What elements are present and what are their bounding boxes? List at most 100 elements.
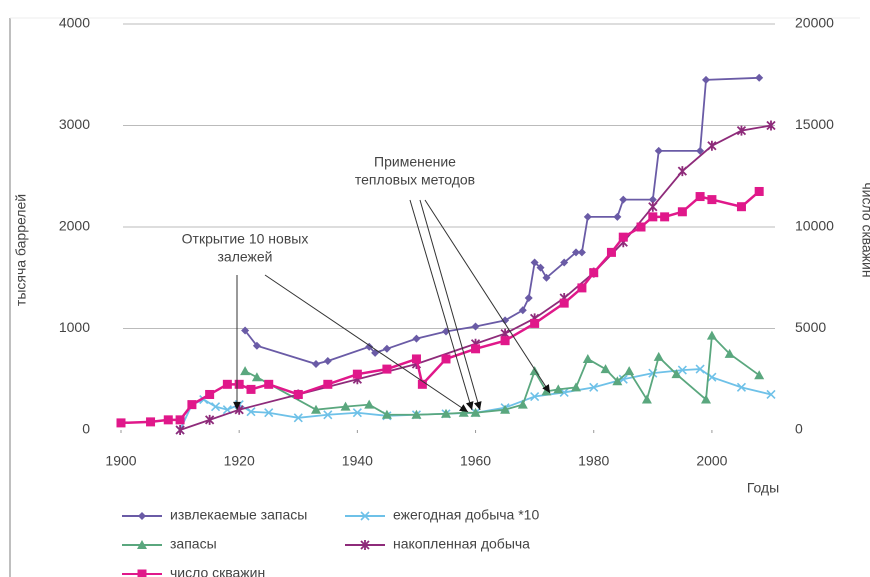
marker [163, 415, 173, 425]
marker [755, 73, 764, 82]
x-axis-label: Годы [747, 480, 779, 496]
annotation-text: Открытие 10 новых [182, 231, 309, 247]
marker [137, 540, 147, 549]
marker [707, 195, 717, 205]
marker [470, 407, 481, 417]
marker [542, 273, 551, 282]
marker [695, 364, 705, 374]
marker [381, 409, 392, 419]
y2-tick-label: 15000 [795, 116, 834, 132]
marker [205, 389, 215, 399]
marker [311, 404, 321, 414]
marker [754, 186, 764, 196]
x-tick-label: 1980 [578, 453, 609, 469]
marker [251, 372, 262, 382]
marker [613, 212, 622, 221]
marker [458, 407, 469, 417]
marker [702, 75, 710, 84]
marker [222, 379, 232, 389]
marker [412, 334, 421, 343]
marker [417, 379, 427, 389]
marker [382, 344, 391, 353]
marker [560, 258, 569, 267]
marker [411, 354, 421, 364]
marker [293, 413, 303, 423]
marker [175, 415, 185, 425]
arrow-head [474, 401, 482, 410]
x-tick-label: 1940 [342, 453, 373, 469]
marker [618, 232, 628, 242]
y2-tick-label: 20000 [795, 15, 834, 31]
marker [641, 394, 652, 404]
y-tick-label: 4000 [59, 15, 90, 31]
y2-tick-label: 0 [795, 421, 803, 437]
marker [624, 366, 635, 376]
marker [677, 365, 687, 375]
marker [736, 382, 747, 392]
marker [187, 400, 197, 410]
marker [500, 404, 511, 414]
marker [695, 192, 705, 202]
y-tick-label: 1000 [59, 319, 90, 335]
legend-label: ежегодная добыча *10 [393, 507, 539, 523]
marker [654, 146, 663, 155]
marker [264, 379, 274, 389]
marker [246, 407, 256, 417]
y2-tick-label: 5000 [795, 319, 826, 335]
marker [360, 511, 370, 521]
marker [636, 222, 646, 232]
x-tick-label: 1900 [105, 453, 136, 469]
arrow-head [459, 404, 468, 412]
marker [571, 382, 581, 392]
marker [138, 512, 146, 520]
marker [754, 370, 765, 380]
marker [204, 414, 215, 425]
marker [541, 386, 552, 396]
annotation-text: тепловых методов [355, 172, 475, 188]
marker [471, 322, 480, 331]
marker [559, 298, 569, 308]
marker [736, 125, 747, 136]
marker [530, 318, 540, 328]
y2-axis-label: число скважин [859, 182, 870, 277]
marker [210, 402, 221, 412]
marker [701, 394, 711, 404]
marker [360, 540, 370, 550]
marker [241, 326, 250, 335]
marker [518, 306, 527, 315]
marker [530, 391, 540, 402]
marker [653, 351, 664, 361]
y-axis-label: тысяча баррелей [13, 194, 29, 306]
marker [706, 330, 717, 340]
marker [234, 379, 244, 389]
marker [293, 389, 303, 399]
marker [116, 418, 126, 428]
marker [264, 408, 274, 418]
marker [589, 382, 599, 392]
annotation-text: Применение [374, 154, 456, 170]
marker [707, 140, 717, 151]
marker [323, 356, 332, 365]
annotation-arrow [424, 199, 551, 394]
marker [619, 195, 628, 204]
marker [252, 341, 261, 350]
marker [312, 360, 320, 369]
marker [146, 417, 156, 427]
marker [340, 401, 351, 411]
marker [677, 207, 687, 217]
x-tick-label: 1920 [224, 453, 255, 469]
marker [606, 247, 616, 257]
marker [572, 248, 580, 257]
marker [724, 348, 735, 358]
marker [524, 294, 533, 303]
marker [246, 384, 256, 394]
marker [352, 408, 362, 418]
marker [671, 369, 682, 379]
arrow-head [233, 401, 241, 410]
y-tick-label: 2000 [59, 218, 90, 234]
legend-label: запасы [170, 536, 217, 552]
marker [175, 425, 185, 435]
marker [582, 353, 593, 363]
